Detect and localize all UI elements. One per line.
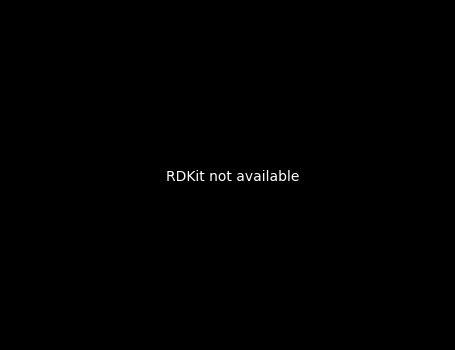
Text: RDKit not available: RDKit not available bbox=[167, 170, 300, 184]
